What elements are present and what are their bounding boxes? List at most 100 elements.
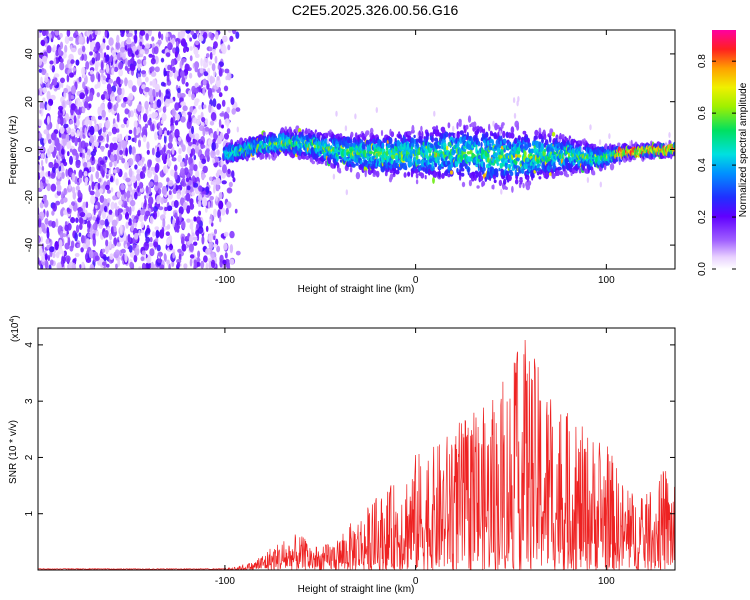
spectrogram-noise-mark <box>111 67 115 76</box>
spectrogram-signal-mark <box>517 154 522 158</box>
spectrogram-signal-mark <box>450 170 453 175</box>
spectrogram-signal-mark <box>482 166 486 172</box>
spectrogram-noise-mark <box>137 210 141 217</box>
spectrogram-signal-mark <box>501 122 505 126</box>
spectrogram-noise-mark <box>194 61 200 69</box>
spectrogram-noise-mark <box>47 78 50 88</box>
spectrogram-noise-mark <box>124 77 128 87</box>
spectrogram-noise-mark <box>176 228 180 233</box>
spectrogram-noise-mark <box>79 217 84 225</box>
spectrogram-noise-mark <box>76 243 81 248</box>
spectrogram-signal-mark <box>355 171 361 180</box>
spectrogram-noise-mark <box>128 245 133 253</box>
spectrogram-noise-mark <box>63 188 67 196</box>
spectrogram-noise-mark <box>166 130 170 136</box>
spectrogram-noise-mark <box>149 66 155 72</box>
spectrogram-noise-mark <box>168 190 172 196</box>
spectrogram-signal-mark <box>548 135 552 143</box>
spectrogram-noise-mark <box>78 232 82 237</box>
spectrogram-noise-mark <box>115 41 121 50</box>
spectrogram-noise-mark <box>172 218 176 228</box>
spectrogram-noise-mark <box>168 263 171 269</box>
spectrogram-faint-mark <box>452 125 455 132</box>
spectrogram-signal-mark <box>468 179 472 187</box>
spectrogram-noise-mark <box>124 161 130 170</box>
spectrogram-noise-mark <box>103 52 107 58</box>
spectrogram-noise-mark <box>51 210 55 216</box>
spectrogram-signal-mark <box>479 128 482 134</box>
spectrogram-noise-mark <box>163 144 166 153</box>
spectrogram-noise-mark <box>203 255 208 263</box>
spectrogram-signal-mark <box>408 161 413 167</box>
spectrogram-signal-mark <box>467 115 472 123</box>
spectrogram-noise-mark <box>114 209 119 217</box>
spectrogram-noise-mark <box>142 134 147 143</box>
spectrogram-noise-mark <box>207 138 213 147</box>
spectrogram-noise-mark <box>94 141 99 148</box>
spectrogram-noise-mark <box>210 133 214 138</box>
spectrogram-noise-mark <box>139 41 143 47</box>
spectrogram-signal-mark <box>483 128 486 135</box>
spectrogram-noise-mark <box>226 201 232 209</box>
spectrogram-noise-mark <box>227 44 231 51</box>
spectrogram-noise-mark <box>224 68 230 74</box>
spectrogram-noise-mark <box>101 210 107 220</box>
spectrogram-signal-mark <box>268 154 271 160</box>
spectrogram-signal-mark <box>424 175 427 180</box>
spectrogram-noise-mark <box>94 30 98 36</box>
spectrogram-noise-mark <box>59 41 64 50</box>
spectrogram-noise-mark <box>75 160 81 169</box>
spectrogram-signal-mark <box>415 173 419 179</box>
spectrogram-noise-mark <box>221 180 227 185</box>
spectrogram-noise-mark <box>58 165 62 172</box>
spectrogram-noise-mark <box>193 260 198 269</box>
spectrogram-noise-mark <box>90 73 95 83</box>
spectrogram-noise-mark <box>125 147 128 157</box>
spectrogram-noise-mark <box>68 53 74 61</box>
spectrogram-noise-mark <box>78 35 84 45</box>
spectrogram-noise-mark <box>85 209 88 216</box>
spectrogram-noise-mark <box>168 235 173 242</box>
spectrogram-noise-mark <box>45 238 50 245</box>
spectrogram-signal-mark <box>420 172 425 179</box>
spectrogram-noise-mark <box>90 195 96 205</box>
spectrogram-noise-mark <box>229 258 235 265</box>
spectrogram-noise-mark <box>151 112 156 119</box>
spectrogram-noise-mark <box>89 190 95 196</box>
spectrogram-noise-mark <box>191 125 194 135</box>
spectrogram-noise-mark <box>215 31 219 40</box>
spectrogram-noise-mark <box>207 87 213 98</box>
spectrogram-noise-mark <box>41 176 46 184</box>
spectrogram-noise-mark <box>187 145 192 155</box>
spectrogram-noise-mark <box>140 160 144 168</box>
spectrogram-noise-mark <box>196 216 201 224</box>
spectrogram-noise-mark <box>74 136 78 147</box>
spectrogram-noise-mark <box>193 216 197 222</box>
spectrogram-noise-mark <box>182 105 188 112</box>
spectrogram-noise-mark <box>167 42 173 51</box>
spectrogram-noise-mark <box>166 73 170 83</box>
spectrogram-signal-mark <box>338 170 342 174</box>
spectrogram-noise-mark <box>70 217 76 224</box>
spectrogram-noise-mark <box>125 177 131 183</box>
spectrogram-noise-mark <box>71 201 75 207</box>
spectrogram-noise-mark <box>208 218 212 225</box>
spectrogram-noise-mark <box>112 136 118 142</box>
spectrogram-signal-mark <box>617 142 621 147</box>
spectrogram-signal-mark <box>498 167 501 172</box>
spectrogram-noise-mark <box>94 84 99 90</box>
spectrogram-noise-mark <box>88 185 91 193</box>
spectrogram-noise-mark <box>59 61 65 71</box>
spectrogram-noise-mark <box>40 76 43 85</box>
spectrogram-signal-mark <box>260 153 265 160</box>
spectrogram-noise-mark <box>131 85 137 93</box>
spectrogram-noise-mark <box>181 144 186 153</box>
spectrogram-signal-mark <box>265 154 269 158</box>
spectrogram-noise-mark <box>188 243 194 253</box>
spectrogram-noise-mark <box>111 90 115 97</box>
spectrogram-noise-mark <box>56 262 62 269</box>
spectrogram-noise-mark <box>164 206 168 212</box>
spectrogram-signal-mark <box>325 133 329 139</box>
spectrogram-noise-mark <box>63 87 68 94</box>
spectrogram-noise-mark <box>202 127 206 137</box>
